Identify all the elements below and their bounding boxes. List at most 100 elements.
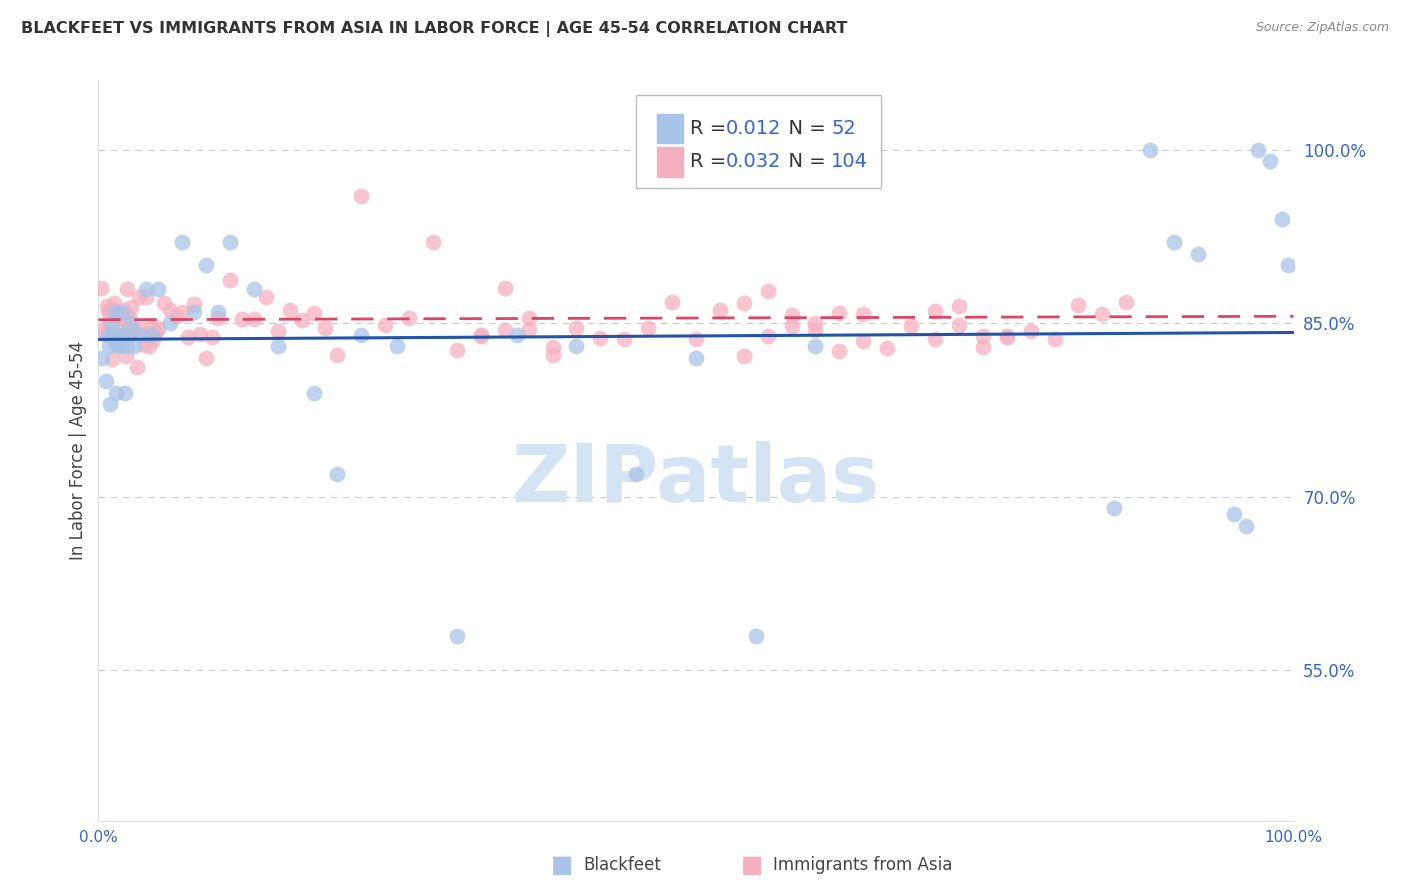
Point: [108, 339, 131, 353]
Point: [107, 339, 129, 353]
Point: [733, 296, 755, 310]
Point: [148, 281, 170, 295]
Point: [589, 331, 612, 345]
Point: [94, 374, 117, 388]
Point: [97, 327, 120, 342]
Point: [107, 327, 129, 342]
Point: [1115, 295, 1137, 310]
Point: [121, 317, 143, 331]
Point: [128, 290, 150, 304]
Point: [1104, 501, 1126, 516]
Text: ■: ■: [551, 854, 574, 877]
Text: BLACKFEET VS IMMIGRANTS FROM ASIA IN LABOR FORCE | AGE 45-54 CORRELATION CHART: BLACKFEET VS IMMIGRANTS FROM ASIA IN LAB…: [21, 21, 848, 37]
FancyBboxPatch shape: [657, 147, 683, 177]
Point: [422, 235, 444, 250]
Point: [626, 467, 648, 481]
Point: [98, 304, 122, 318]
Text: Source: ZipAtlas.com: Source: ZipAtlas.com: [1256, 21, 1389, 35]
Point: [685, 332, 707, 346]
Point: [745, 629, 768, 643]
Point: [709, 303, 731, 318]
Point: [107, 331, 129, 345]
Point: [267, 339, 290, 353]
Point: [446, 629, 468, 643]
Point: [172, 235, 194, 250]
Point: [159, 303, 181, 318]
Point: [637, 321, 659, 335]
Point: [107, 309, 129, 323]
Point: [101, 327, 124, 342]
Point: [115, 339, 138, 353]
Point: [685, 351, 707, 365]
Text: 104: 104: [831, 153, 868, 171]
Point: [91, 323, 114, 337]
Point: [219, 235, 242, 250]
Point: [165, 310, 187, 324]
Point: [105, 307, 128, 321]
Point: [613, 332, 636, 346]
Point: [110, 336, 132, 351]
Point: [1247, 143, 1270, 157]
Point: [139, 320, 162, 334]
Point: [470, 329, 492, 343]
Point: [900, 318, 922, 333]
Text: ■: ■: [741, 854, 763, 877]
Point: [145, 326, 167, 340]
Point: [98, 316, 121, 330]
Point: [1271, 212, 1294, 227]
Point: [94, 327, 117, 342]
Point: [541, 348, 564, 362]
Point: [124, 322, 146, 336]
Point: [115, 282, 138, 296]
Point: [565, 321, 588, 335]
Point: [446, 343, 468, 357]
Point: [374, 318, 396, 332]
Point: [1067, 298, 1090, 312]
Point: [104, 304, 127, 318]
Point: [219, 273, 242, 287]
Point: [302, 306, 325, 320]
Point: [541, 340, 564, 354]
Point: [565, 339, 588, 353]
Point: [1258, 154, 1281, 169]
Point: [1139, 143, 1161, 157]
Text: 52: 52: [831, 119, 856, 138]
Point: [98, 339, 121, 353]
Point: [132, 338, 155, 352]
Point: [142, 334, 165, 348]
Point: [804, 339, 827, 353]
Point: [195, 259, 218, 273]
Point: [97, 304, 120, 318]
Point: [117, 327, 139, 342]
FancyBboxPatch shape: [657, 113, 683, 144]
Point: [948, 299, 970, 313]
Point: [183, 297, 205, 311]
Point: [1091, 307, 1114, 321]
Point: [115, 349, 138, 363]
Point: [188, 326, 211, 341]
Point: [91, 351, 114, 365]
Point: [135, 281, 157, 295]
Text: R =: R =: [690, 119, 733, 138]
Point: [105, 385, 128, 400]
Point: [972, 329, 994, 343]
Point: [995, 328, 1018, 343]
Point: [172, 304, 194, 318]
Point: [231, 312, 253, 326]
Point: [852, 334, 875, 349]
Point: [326, 348, 349, 362]
Point: [124, 339, 146, 353]
Point: [141, 327, 163, 342]
Point: [112, 302, 135, 317]
Point: [385, 339, 409, 353]
Point: [1019, 325, 1042, 339]
Point: [243, 281, 266, 295]
Point: [350, 189, 373, 203]
Point: [1234, 518, 1257, 533]
FancyBboxPatch shape: [637, 95, 882, 187]
Point: [177, 330, 200, 344]
Point: [110, 304, 132, 318]
Point: [780, 308, 803, 322]
Point: [114, 312, 136, 326]
Point: [350, 327, 373, 342]
